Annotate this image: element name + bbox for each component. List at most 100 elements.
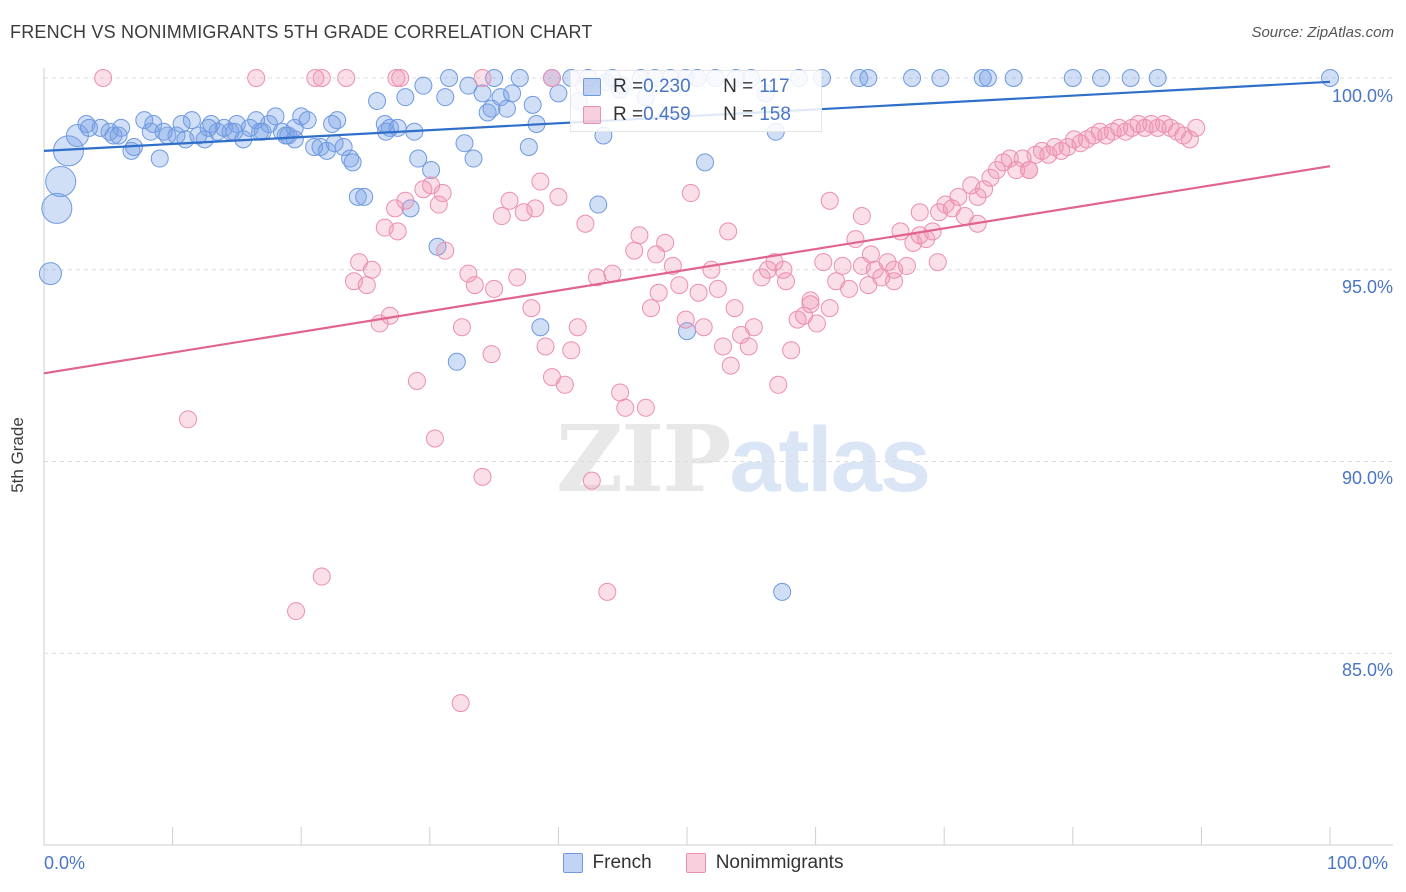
- source-label: Source: ZipAtlas.com: [1251, 24, 1394, 41]
- french-point: [696, 153, 715, 172]
- french-point: [464, 149, 483, 168]
- nonimmigrants-point: [598, 582, 617, 601]
- french-point: [523, 95, 542, 114]
- nonimmigrants-point: [514, 203, 533, 222]
- nonimmigrants-point: [1007, 161, 1026, 180]
- stats-row-nonimmigrants: R = 0.459 N = 158: [583, 103, 791, 127]
- nonimmigrants-point: [878, 253, 897, 272]
- nonimmigrants-point: [759, 260, 778, 279]
- legend-item-nonimmigrants[interactable]: Nonimmigrants: [685, 852, 844, 874]
- nonimmigrants-point: [663, 256, 682, 275]
- french-point: [343, 153, 362, 172]
- nonimmigrants-point: [94, 69, 113, 87]
- nonimmigrants-point: [630, 226, 649, 245]
- french-point: [414, 76, 433, 95]
- nonimmigrants-point: [526, 199, 545, 218]
- nonimmigrants-point: [885, 272, 904, 291]
- nonimmigrants-point: [555, 375, 574, 394]
- nonimmigrants-point: [1187, 118, 1206, 137]
- nonimmigrants-point: [820, 299, 839, 318]
- nonimmigrants-trend-line: [43, 165, 1331, 375]
- nonimmigrants-point: [429, 195, 448, 214]
- french-point: [348, 187, 367, 206]
- french-point: [328, 111, 347, 130]
- legend-label: Nonimmigrants: [715, 852, 844, 873]
- nonimmigrants-point: [616, 398, 635, 417]
- r-label: R =: [613, 104, 644, 125]
- nonimmigrants-point: [473, 467, 492, 486]
- nonimmigrants-point: [694, 318, 713, 337]
- nonimmigrants-point: [473, 69, 492, 87]
- nonimmigrants-point: [568, 318, 587, 337]
- nonimmigrants-point: [670, 276, 689, 295]
- nonimmigrants-swatch: [685, 853, 706, 873]
- french-point: [45, 166, 77, 198]
- french-point: [1063, 69, 1082, 87]
- nonimmigrants-point: [391, 69, 410, 87]
- french-point: [41, 192, 73, 224]
- french-point: [459, 76, 478, 95]
- chart-title: FRENCH VS NONIMMIGRANTS 5TH GRADE CORREL…: [10, 22, 593, 42]
- french-point: [589, 195, 608, 214]
- nonimmigrants-point: [721, 356, 740, 375]
- nonimmigrants-point: [549, 187, 568, 206]
- french-point: [172, 115, 191, 134]
- nonimmigrants-point: [576, 214, 595, 233]
- french-point: [678, 322, 696, 341]
- r-value: 0.459: [643, 104, 691, 125]
- nonimmigrants-point: [846, 230, 865, 249]
- nonimmigrants-point: [611, 383, 630, 402]
- nonimmigrants-point: [714, 337, 733, 356]
- n-label: N =: [723, 76, 754, 97]
- french-point: [1321, 69, 1339, 87]
- nonimmigrants-point: [1000, 149, 1019, 168]
- french-point: [144, 115, 163, 134]
- french-point: [531, 318, 550, 337]
- nonimmigrants-point: [752, 268, 771, 287]
- french-point: [473, 84, 492, 103]
- french-point: [978, 69, 997, 87]
- french-point: [422, 161, 441, 180]
- french-point: [154, 122, 173, 141]
- nonimmigrants-point: [562, 341, 581, 360]
- nonimmigrants-point: [582, 471, 601, 490]
- french-point: [850, 69, 869, 87]
- french-point: [519, 138, 538, 157]
- nonimmigrants-point: [801, 295, 820, 314]
- nonimmigrants-point: [949, 187, 968, 206]
- nonimmigrants-point: [387, 69, 406, 87]
- nonimmigrants-point: [649, 283, 668, 302]
- french-point: [199, 118, 218, 137]
- nonimmigrants-point: [910, 203, 929, 222]
- legend-item-french[interactable]: French: [562, 852, 652, 874]
- nonimmigrants-point: [739, 337, 758, 356]
- french-point: [334, 138, 353, 157]
- nonimmigrants-point: [897, 256, 916, 275]
- n-value: 158: [759, 104, 791, 125]
- french-point: [973, 69, 992, 87]
- french-point: [1092, 69, 1111, 87]
- nonimmigrants-point: [485, 279, 504, 298]
- nonimmigrants-point: [357, 276, 376, 295]
- french-point: [455, 134, 474, 153]
- nonimmigrants-point: [814, 253, 833, 272]
- nonimmigrants-point: [492, 207, 511, 226]
- nonimmigrants-point: [647, 245, 666, 264]
- nonimmigrants-point: [247, 69, 266, 87]
- nonimmigrants-point: [807, 314, 826, 333]
- nonimmigrants-point: [459, 264, 478, 283]
- french-point: [1148, 69, 1167, 87]
- french-point: [298, 111, 317, 130]
- nonimmigrants-point: [522, 299, 541, 318]
- nonimmigrants-point: [833, 256, 852, 275]
- nonimmigrants-point: [396, 191, 415, 210]
- french-point: [285, 130, 304, 149]
- nonimmigrants-point: [928, 253, 947, 272]
- nonimmigrants-point: [500, 191, 519, 210]
- stats-box: R = 0.230 N = 117 R = 0.459 N = 158: [570, 70, 822, 132]
- french-swatch: [562, 853, 583, 873]
- french-point: [436, 88, 455, 107]
- nonimmigrants-point: [769, 375, 788, 394]
- r-label: R =: [613, 76, 644, 97]
